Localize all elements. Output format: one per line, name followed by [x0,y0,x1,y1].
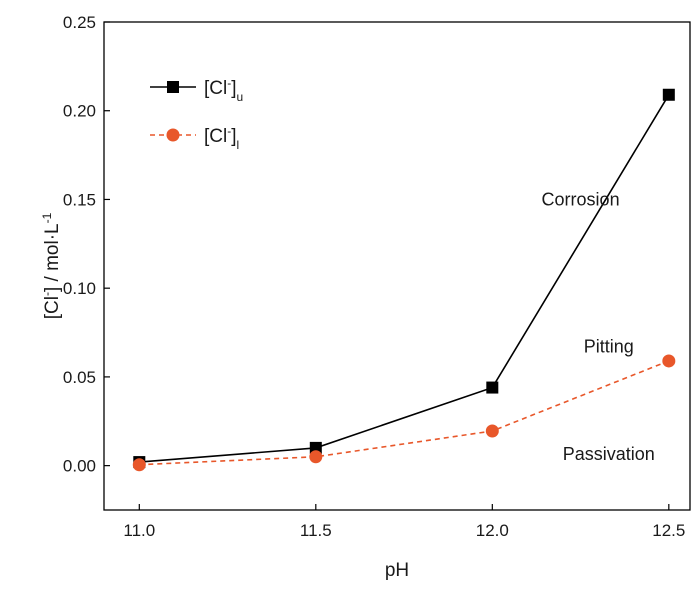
data-point [485,424,499,438]
y-axis-title: [Cl-] / mol·L-1 [40,212,63,319]
legend-label-cl-l: [Cl-]l [204,124,239,152]
x-tick-label: 11.0 [123,521,155,540]
x-tick-label: 11.5 [300,521,332,540]
y-axis-title-base: [Cl [42,296,63,319]
y-tick-label: 0.00 [63,457,96,476]
data-point [309,450,323,464]
series-layer [132,88,676,472]
legend-cl-l-close: ] [231,126,236,147]
y-axis-title-mid: ] / mol·L [42,223,63,292]
legend-entry-cl-u: [Cl-]u [150,76,243,104]
legend-label-cl-u: [Cl-]u [204,76,243,104]
y-axis-title-sup1: - [40,292,54,296]
legend-cl-u-base: [Cl [204,78,227,99]
data-point [662,354,676,368]
annotation-corrosion: Corrosion [542,189,620,209]
plot-frame [103,21,691,511]
data-point [309,441,322,454]
y-axis-title-sup2: -1 [40,212,54,223]
legend: [Cl-]u [Cl-]l [150,76,243,152]
annotation-passivation: Passivation [563,444,655,464]
y-tick-label: 0.15 [63,190,96,209]
y-axis: 0.00 0.05 0.10 0.15 0.20 0.25 [63,13,110,476]
y-tick-label: 0.25 [63,13,96,32]
y-tick-label: 0.20 [63,102,96,121]
data-point [662,88,675,101]
legend-cl-u-sub: u [237,90,244,104]
legend-cl-l-sub: l [237,138,240,152]
legend-cl-l-sup: - [227,124,231,138]
series-line [139,94,670,463]
legend-cl-u-sup: - [227,76,231,90]
x-tick-label: 12.5 [652,521,685,540]
series-line [139,360,670,466]
series-cl-l [132,354,676,472]
legend-marker-cl-l [166,128,180,142]
y-tick-label: 0.05 [63,368,96,387]
legend-cl-u-close: ] [231,78,236,99]
legend-marker-cl-u [167,81,179,93]
legend-entry-cl-l: [Cl-]l [150,124,239,152]
data-point [486,381,499,394]
x-axis: 11.0 11.5 12.0 12.5 [123,504,685,540]
data-point [132,458,146,472]
y-tick-label: 0.10 [63,279,96,298]
annotation-pitting: Pitting [584,337,634,357]
x-axis-title: pH [385,560,409,581]
legend-cl-l-base: [Cl [204,126,227,147]
annotations: Corrosion Pitting Passivation [542,189,655,464]
x-tick-label: 12.0 [476,521,509,540]
